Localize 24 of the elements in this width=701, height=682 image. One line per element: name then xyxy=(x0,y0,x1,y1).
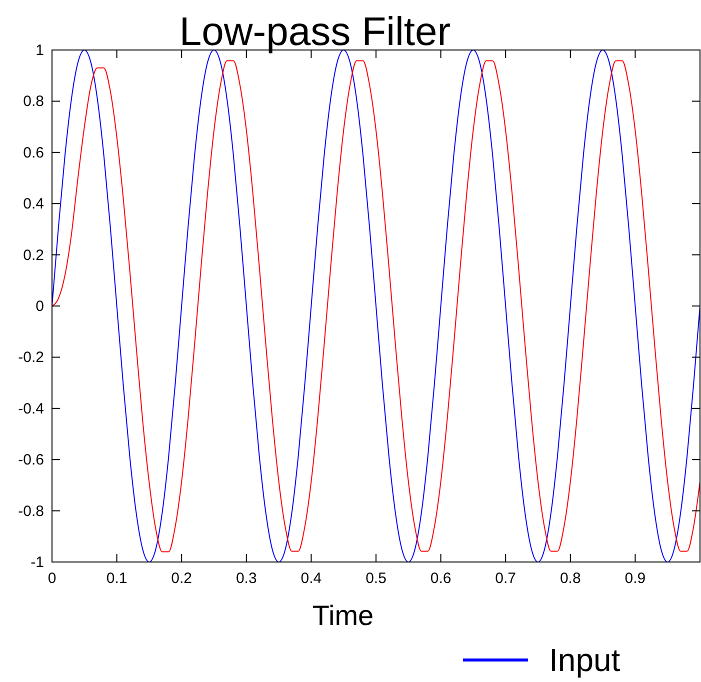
x-tick-label: 0.4 xyxy=(300,570,322,587)
y-tick-label: 1 xyxy=(36,42,44,59)
x-tick-label: 0.9 xyxy=(624,570,646,587)
x-tick-label: 0.5 xyxy=(366,570,386,587)
y-tick-label: -0.4 xyxy=(18,400,44,418)
x-tick-label: 0.7 xyxy=(495,570,516,587)
y-tick-label: -0.8 xyxy=(18,502,44,520)
y-tick-label: -1 xyxy=(30,554,44,571)
x-tick-label: 0 xyxy=(48,570,56,587)
x-tick-label: 0.3 xyxy=(236,570,257,587)
y-tick-label: 0.4 xyxy=(23,196,44,213)
x-tick-label: 0.1 xyxy=(106,570,128,587)
x-tick-label: 0.6 xyxy=(430,570,452,587)
x-tick-label: 0.8 xyxy=(560,570,581,587)
y-tick-label: -0.2 xyxy=(18,349,44,366)
chart-title: Low-pass Filter xyxy=(179,10,451,54)
y-tick-label: -0.6 xyxy=(18,452,44,469)
y-tick-label: 0 xyxy=(36,298,44,315)
y-tick-label: 0.2 xyxy=(23,246,44,264)
y-tick-label: 0.8 xyxy=(23,93,44,110)
x-tick-label: 0.2 xyxy=(171,570,192,587)
y-tick-label: 0.6 xyxy=(23,144,44,162)
x-axis-title: Time xyxy=(312,600,374,631)
legend-label: Input xyxy=(549,642,620,678)
